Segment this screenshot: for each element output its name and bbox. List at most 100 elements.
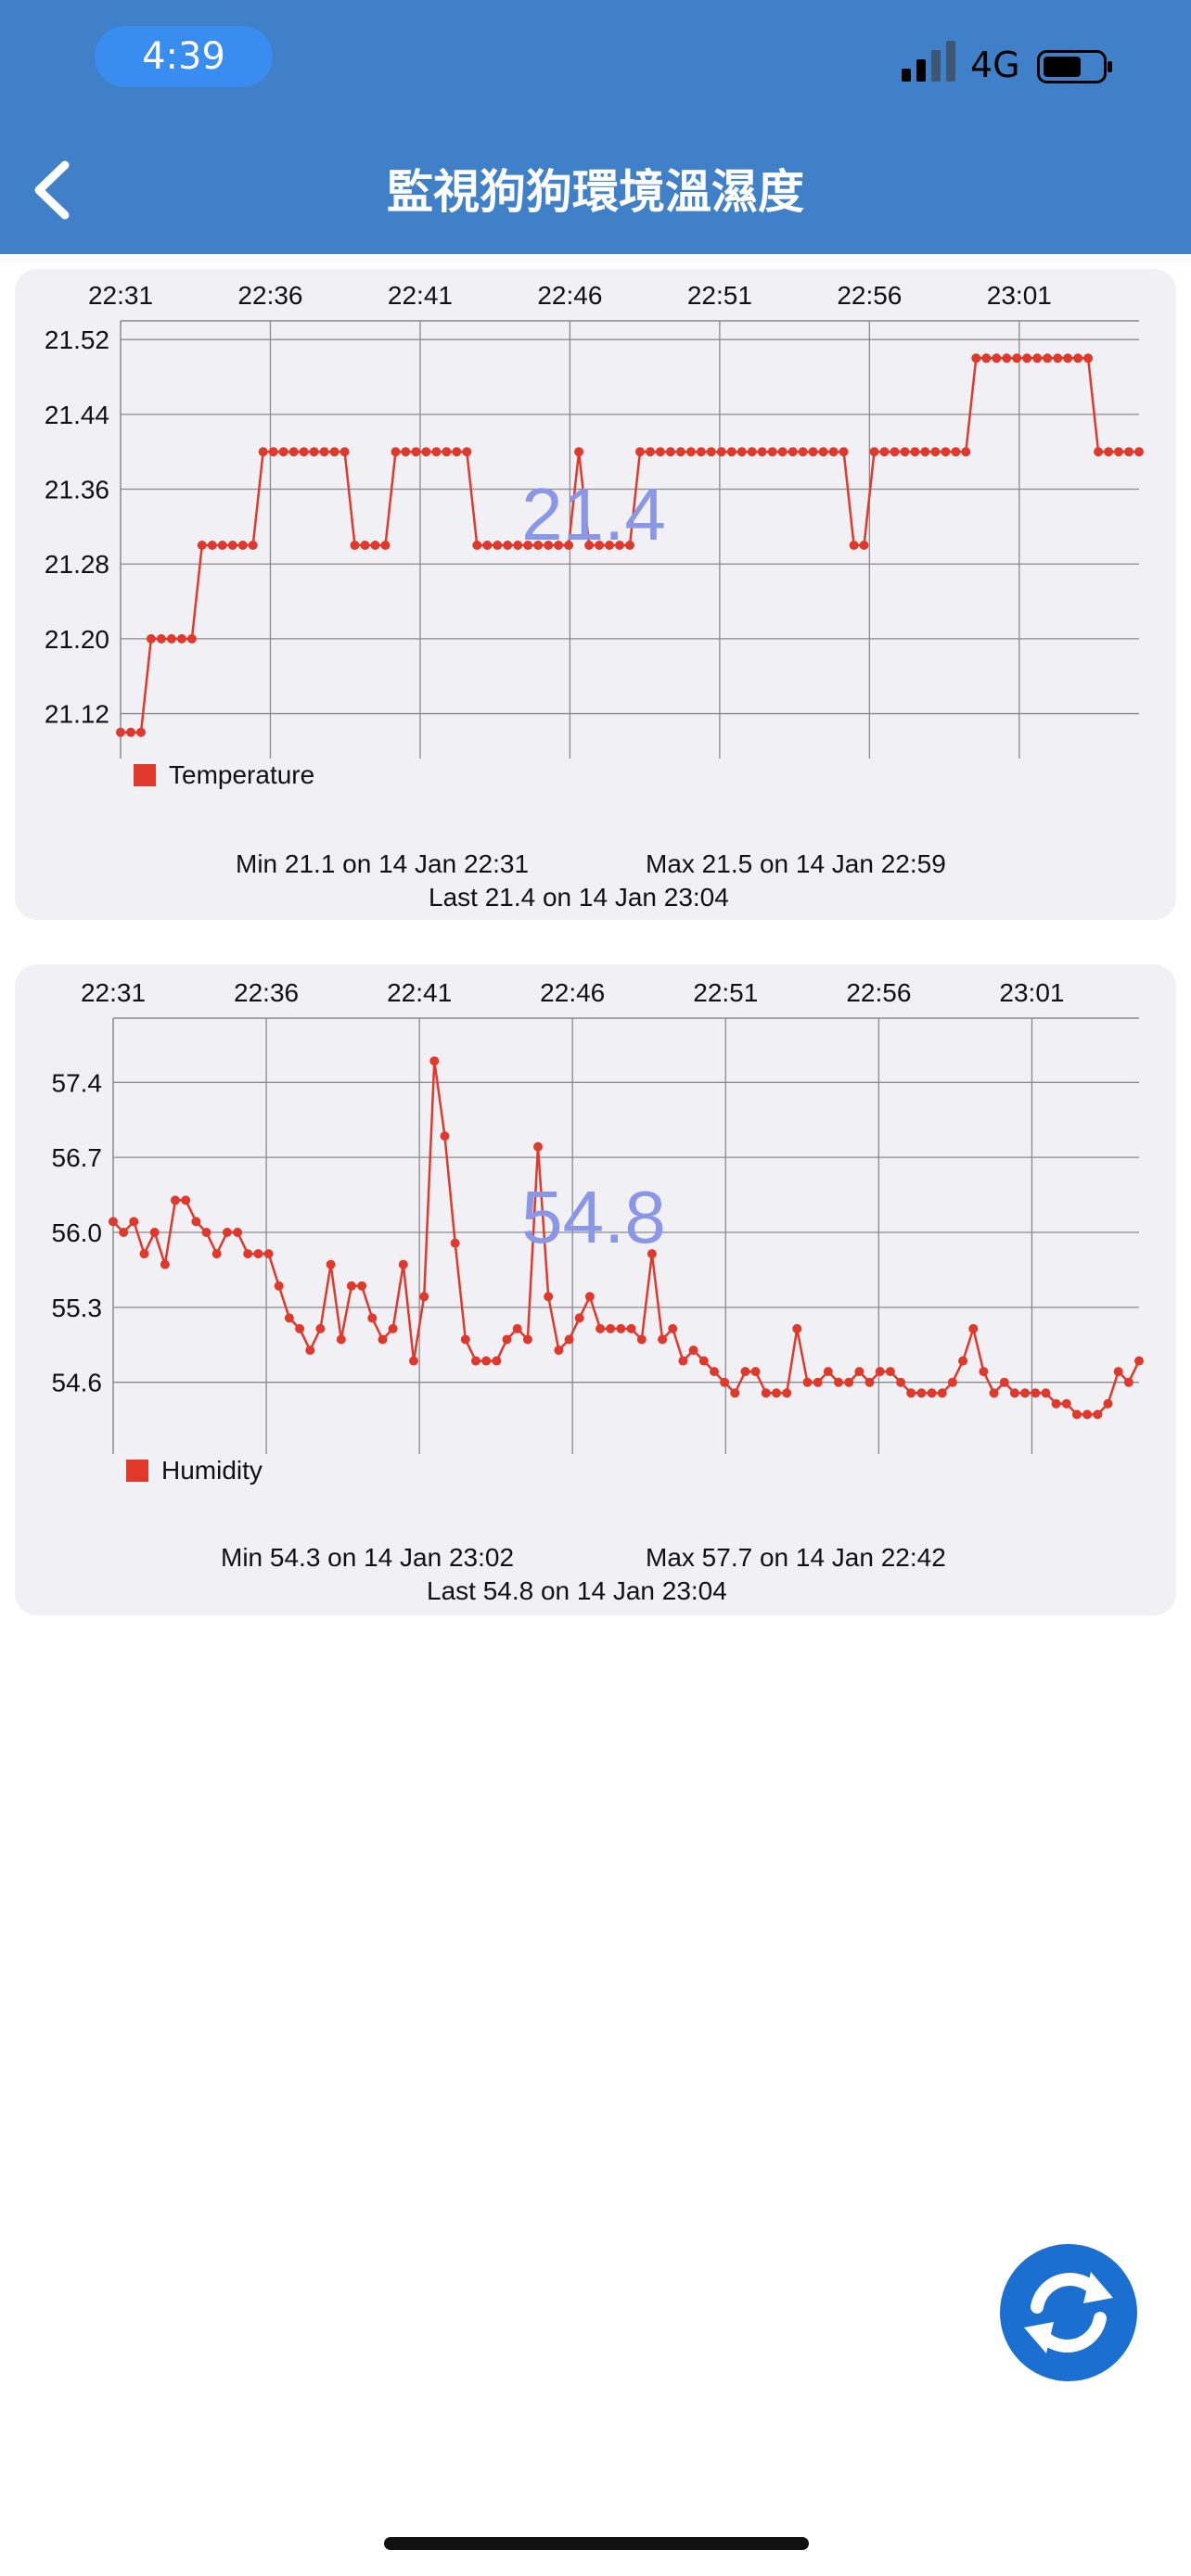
- data-point: [442, 447, 452, 457]
- data-point: [233, 1228, 243, 1237]
- data-point: [350, 541, 360, 550]
- data-point: [740, 1367, 750, 1377]
- data-point: [544, 1292, 554, 1302]
- y-tick-label: 21.36: [45, 476, 109, 504]
- data-point: [906, 1388, 916, 1398]
- data-point: [197, 541, 207, 550]
- data-point: [875, 1367, 885, 1377]
- data-point: [937, 1388, 947, 1398]
- data-point: [885, 1367, 895, 1377]
- data-point: [533, 541, 544, 550]
- current-value: 54.8: [521, 1176, 666, 1258]
- y-tick-label: 56.0: [52, 1218, 103, 1247]
- data-point: [201, 1228, 211, 1237]
- data-point: [146, 633, 156, 644]
- data-point: [916, 1388, 927, 1398]
- data-point: [869, 447, 879, 457]
- data-point: [564, 541, 574, 550]
- data-point: [1073, 353, 1083, 363]
- legend-swatch: [134, 764, 156, 786]
- data-point: [315, 1323, 326, 1333]
- data-point: [900, 447, 910, 457]
- data-point: [564, 1334, 574, 1345]
- refresh-button[interactable]: [1000, 2244, 1137, 2381]
- data-point: [482, 541, 493, 550]
- data-point: [450, 1238, 460, 1248]
- data-point: [605, 541, 614, 550]
- data-point: [1051, 1398, 1061, 1409]
- back-button[interactable]: [26, 158, 82, 223]
- data-point: [626, 1323, 636, 1333]
- y-tick-label: 21.52: [45, 325, 109, 354]
- y-tick-label: 21.12: [45, 700, 109, 729]
- data-point: [268, 447, 278, 457]
- data-point: [367, 1313, 378, 1323]
- data-point: [263, 1249, 274, 1259]
- x-tick-label: 22:36: [237, 281, 302, 310]
- humidity-legend: Humidity: [126, 1456, 263, 1486]
- data-point: [927, 1388, 937, 1398]
- data-point: [243, 1249, 253, 1259]
- data-point: [574, 447, 584, 457]
- x-tick-label: 22:46: [537, 281, 602, 310]
- data-point: [636, 1334, 647, 1345]
- battery-icon: [1037, 50, 1112, 83]
- data-point: [828, 447, 839, 457]
- data-point: [1103, 1398, 1113, 1409]
- y-tick-label: 55.3: [52, 1294, 103, 1322]
- data-point: [1053, 353, 1063, 363]
- x-tick-label: 22:51: [693, 978, 758, 1007]
- data-point: [655, 447, 665, 457]
- data-point: [989, 1388, 999, 1398]
- data-point: [116, 727, 125, 737]
- y-tick-label: 21.20: [45, 625, 109, 654]
- data-point: [274, 1281, 284, 1291]
- data-point: [176, 633, 186, 644]
- data-point: [1002, 353, 1012, 363]
- data-point: [834, 1377, 843, 1387]
- y-tick-label: 54.6: [52, 1369, 103, 1397]
- data-point: [481, 1356, 492, 1366]
- data-point: [1031, 1388, 1041, 1398]
- x-tick-label: 22:41: [387, 978, 452, 1007]
- data-point: [522, 1334, 532, 1345]
- data-point: [1123, 1377, 1133, 1387]
- data-point: [595, 541, 605, 550]
- data-point: [981, 353, 992, 363]
- data-point: [646, 447, 655, 457]
- legend-label: Humidity: [161, 1456, 263, 1485]
- data-point: [391, 447, 401, 457]
- data-point: [941, 447, 951, 457]
- data-point: [237, 541, 248, 550]
- data-point: [360, 541, 370, 550]
- data-point: [1061, 1398, 1071, 1409]
- temperature-chart: 21.52 21.44 21.36 21.28 21.20 21.12 22:31 22:36…: [45, 281, 1144, 759]
- data-point: [1022, 353, 1032, 363]
- data-point: [186, 633, 197, 644]
- data-point: [471, 1356, 480, 1366]
- data-point: [678, 1356, 688, 1366]
- data-point: [1043, 353, 1053, 363]
- data-point: [421, 447, 431, 457]
- data-point: [647, 1249, 657, 1259]
- data-point: [295, 1323, 305, 1333]
- data-point: [1104, 447, 1114, 457]
- data-point: [346, 1281, 356, 1291]
- data-point: [380, 541, 391, 550]
- signal-bars-icon: [902, 41, 955, 82]
- data-point: [492, 1356, 502, 1366]
- data-point: [129, 1217, 139, 1227]
- data-point: [788, 447, 798, 457]
- data-point: [616, 1323, 626, 1333]
- data-point: [431, 447, 442, 457]
- legend-swatch: [126, 1460, 148, 1482]
- data-point: [716, 447, 726, 457]
- humidity-card: 57.4 56.7 56.0 55.3 54.6 22:31 22:36 22:41 22:46…: [15, 964, 1176, 1615]
- data-point: [419, 1292, 429, 1302]
- data-point: [658, 1334, 668, 1345]
- data-point: [839, 447, 849, 457]
- data-point: [896, 1377, 906, 1387]
- data-point: [554, 1345, 564, 1356]
- data-point: [336, 1334, 346, 1345]
- data-point: [502, 1334, 512, 1345]
